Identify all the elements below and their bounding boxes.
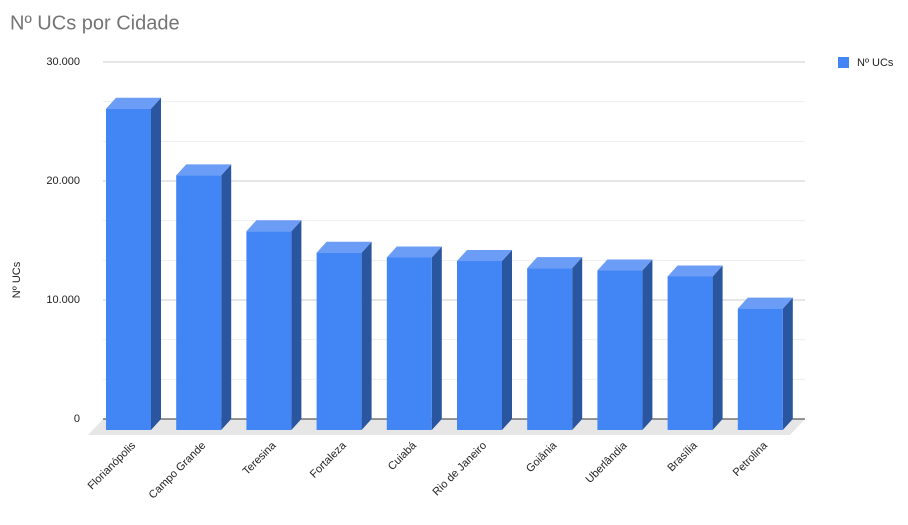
x-tick-label: Campo Grande — [147, 440, 209, 502]
bar-side — [291, 220, 302, 430]
x-tick-label: Rio de Janeiro — [431, 440, 490, 499]
bar-top — [527, 257, 583, 269]
bar — [527, 268, 573, 430]
x-tick-label: Goiânia — [524, 439, 560, 475]
bar — [106, 108, 151, 430]
bar-top — [737, 297, 793, 309]
x-tick-label: Petrolina — [731, 439, 771, 479]
bar-side — [361, 241, 372, 430]
x-tick-label: Fortaleza — [308, 439, 350, 481]
bar-top — [386, 246, 442, 258]
y-tick-label: 30.000 — [46, 56, 80, 68]
bar-top — [457, 250, 512, 262]
y-axis-title: Nº UCs — [11, 261, 23, 298]
x-tick-label: Florianópolis — [86, 439, 139, 492]
bar — [246, 231, 292, 430]
bar — [176, 175, 222, 430]
bar-side — [431, 246, 442, 430]
bar-side — [221, 164, 232, 430]
bar — [667, 276, 713, 430]
bar-side — [712, 265, 723, 430]
bar — [597, 270, 643, 430]
bar-side — [572, 257, 583, 430]
bar — [316, 252, 362, 430]
bar-top — [667, 265, 723, 277]
bar-top — [597, 259, 653, 271]
legend-swatch — [838, 57, 849, 68]
bar-top — [246, 220, 302, 232]
x-tick-label: Cuiabá — [386, 439, 420, 473]
bar-side — [782, 297, 793, 430]
bar-side — [151, 97, 161, 430]
y-tick-label: 20.000 — [46, 175, 80, 187]
bar-side — [502, 250, 512, 430]
x-tick-label: Teresina — [241, 439, 280, 478]
x-tick-label: Uberlândia — [583, 439, 630, 486]
bar-top — [176, 164, 232, 176]
x-tick-label: Brasília — [665, 439, 700, 474]
bar — [737, 308, 783, 430]
y-tick-label: 0 — [74, 413, 80, 425]
chart-title: Nº UCs por Cidade — [10, 12, 180, 34]
bar-top — [106, 97, 161, 109]
legend-label: Nº UCs — [857, 57, 894, 69]
bar — [457, 261, 502, 430]
bar-top — [316, 241, 372, 253]
bar — [386, 257, 432, 430]
y-tick-label: 10.000 — [46, 294, 80, 306]
bar-side — [642, 259, 653, 430]
